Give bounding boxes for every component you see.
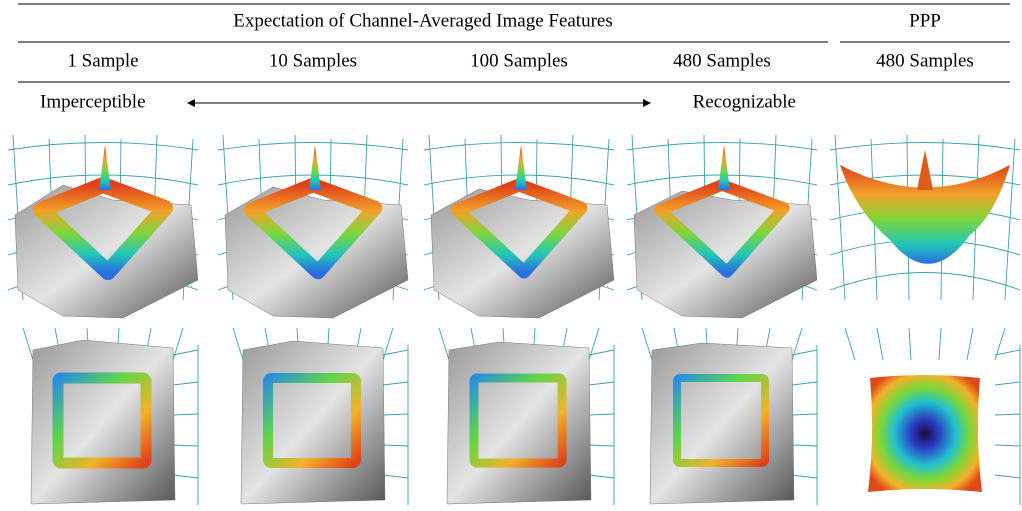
scale-label: Imperceptible (40, 91, 146, 112)
column-label: 10 Samples (269, 50, 357, 71)
ppp-top (868, 375, 982, 492)
group-title: PPP (909, 10, 941, 31)
panels (8, 135, 1020, 505)
spike (309, 145, 321, 190)
spike (515, 145, 527, 190)
surface-top (241, 341, 385, 504)
surface-top (447, 342, 591, 504)
figure: Expectation of Channel-Averaged Image Fe… (0, 0, 1022, 511)
ppp-spike (917, 150, 933, 190)
group-title: Expectation of Channel-Averaged Image Fe… (233, 10, 613, 31)
scale-label: Recognizable (693, 91, 796, 112)
surface-top (650, 343, 794, 504)
column-label: 480 Samples (876, 50, 974, 71)
spike (99, 145, 111, 190)
column-label: 100 Samples (470, 50, 568, 71)
column-label: 1 Sample (67, 50, 138, 71)
column-label: 480 Samples (673, 50, 771, 71)
spike (718, 145, 730, 190)
